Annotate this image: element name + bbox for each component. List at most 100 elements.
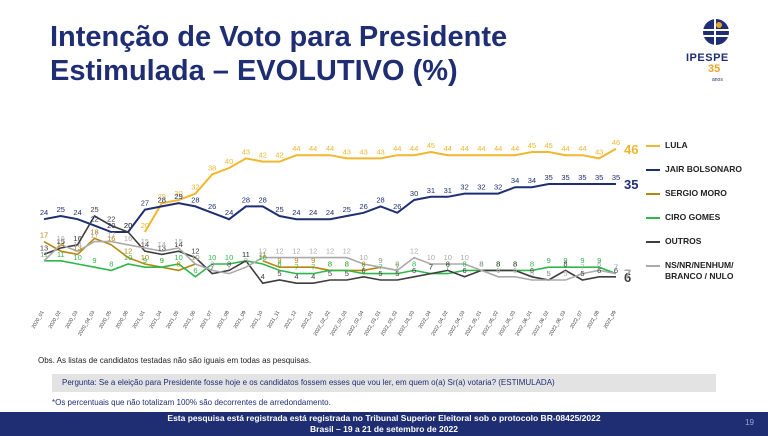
line-ns: [43, 240, 617, 281]
legend-swatch-ciro: [646, 217, 660, 219]
data-label-bolsonaro: 22: [90, 215, 98, 224]
data-label-bolsonaro: 26: [393, 202, 401, 211]
data-label-outros: 8: [513, 259, 517, 268]
data-label-ciro: 7: [378, 263, 382, 272]
data-label-ns: 16: [124, 234, 132, 243]
data-label-ns: 7: [580, 263, 584, 272]
x-tick-label: 2021_09: [233, 310, 248, 330]
data-label-lula: 20: [141, 221, 149, 230]
data-label-ciro: 7: [294, 263, 298, 272]
data-label-ns: 6: [496, 266, 500, 275]
data-label-outros: 8: [479, 259, 483, 268]
title-line-1: Intenção de Voto para Presidente: [50, 21, 508, 53]
legend-swatch-lula: [646, 145, 660, 147]
legend-label-bolsonaro: JAIR BOLSONARO: [665, 164, 742, 174]
data-label-bolsonaro: 24: [309, 208, 317, 217]
ipespe-logo: [702, 18, 730, 46]
data-label-ns: 12: [275, 247, 283, 256]
data-label-outros: 8: [227, 259, 231, 268]
data-label-lula: 44: [326, 144, 334, 153]
data-label-moro: 9: [378, 256, 382, 265]
x-tick-label: 2022_08: [586, 310, 601, 330]
data-label-outros: 6: [614, 266, 618, 275]
data-label-lula: 45: [528, 141, 536, 150]
data-label-moro: 14: [57, 240, 65, 249]
data-label-lula: 44: [410, 144, 418, 153]
data-label-ciro: 9: [547, 256, 551, 265]
data-label-ciro: 9: [92, 256, 96, 265]
data-label-ns: 9: [378, 256, 382, 265]
data-label-outros: 6: [362, 266, 366, 275]
data-label-ns: 10: [427, 253, 435, 262]
data-label-outros: 20: [124, 221, 132, 230]
x-tick-label: 2022_06_03: [548, 310, 567, 337]
data-label-ns: 10: [359, 253, 367, 262]
line-outros: [43, 214, 616, 285]
data-label-moro: 8: [345, 259, 349, 268]
data-label-ciro: 10: [259, 253, 267, 262]
legend-label-lula: LULA: [665, 140, 688, 150]
data-label-outros: 8: [563, 259, 567, 268]
data-label-ciro: 7: [429, 263, 433, 272]
data-label-outros: 8: [446, 259, 450, 268]
data-label-lula: 43: [343, 147, 351, 156]
data-label-outros: 13: [40, 243, 48, 252]
footer-line-1: Esta pesquisa está registrada está regis…: [167, 413, 601, 423]
data-label-moro: 12: [124, 247, 132, 256]
x-tick-label: 2020_05: [98, 310, 113, 330]
data-label-outros: 5: [328, 269, 332, 278]
data-label-ciro: 7: [311, 263, 315, 272]
data-label-bolsonaro: 24: [40, 208, 48, 217]
legend-label-moro: SERGIO MORO: [665, 188, 727, 198]
data-label-ciro: 7: [362, 263, 366, 272]
data-label-ns: 12: [410, 247, 418, 256]
data-label-bolsonaro: 35: [561, 173, 569, 182]
x-tick-label: 2022_01: [300, 310, 315, 330]
data-label-ciro: 8: [513, 259, 517, 268]
data-label-ns: 17: [107, 231, 115, 240]
data-label-ns: 5: [563, 269, 567, 278]
data-label-lula: 43: [595, 147, 603, 156]
data-label-moro: 9: [160, 256, 164, 265]
data-label-outros: 15: [57, 237, 65, 246]
data-label-ns: 5: [547, 269, 551, 278]
data-label-bolsonaro: 25: [343, 205, 351, 214]
data-label-ciro: 10: [208, 253, 216, 262]
legend-label-outros: OUTROS: [665, 236, 702, 246]
data-label-bolsonaro: 28: [242, 195, 250, 204]
data-label-bolsonaro: 27: [141, 199, 149, 208]
data-label-ns: 7: [614, 263, 618, 272]
data-label-lula: 42: [259, 151, 267, 160]
line-bolsonaro: [43, 183, 616, 233]
data-label-ciro: 8: [109, 259, 113, 268]
end-label-lula: 46: [624, 142, 638, 157]
data-label-bolsonaro: 30: [410, 189, 418, 198]
question-box: Pergunta: Se a eleição para Presidente f…: [52, 374, 716, 392]
legend-swatch-bolsonaro: [646, 169, 660, 171]
globe-icon: [702, 18, 730, 46]
data-label-lula: 44: [511, 144, 519, 153]
data-label-ns: 10: [444, 253, 452, 262]
data-label-lula: 32: [191, 183, 199, 192]
x-tick-label: 2022_09: [603, 310, 618, 330]
x-tick-label: 2021_01: [132, 310, 147, 330]
line-lula: [144, 147, 617, 233]
legend-label-ciro: CIRO GOMES: [665, 212, 721, 222]
data-label-lula: 42: [275, 151, 283, 160]
data-label-moro: 17: [40, 231, 48, 240]
x-tick-label: 2021_04: [149, 310, 164, 330]
data-label-bolsonaro: 24: [326, 208, 334, 217]
line-moro: [43, 237, 196, 272]
data-label-ns: 15: [141, 237, 149, 246]
data-label-bolsonaro: 32: [460, 183, 468, 192]
data-label-lula: 43: [376, 147, 384, 156]
data-label-ns: 6: [513, 266, 517, 275]
rounding-note: *Os percentuais que não totalizam 100% s…: [52, 398, 331, 407]
data-label-outros: 7: [210, 263, 214, 272]
data-label-bolsonaro: 35: [578, 173, 586, 182]
data-label-bolsonaro: 24: [225, 208, 233, 217]
data-label-lula: 44: [477, 144, 485, 153]
data-label-ciro: 6: [193, 266, 197, 275]
data-label-outros: 16: [73, 234, 81, 243]
data-label-outros: 11: [242, 250, 250, 259]
